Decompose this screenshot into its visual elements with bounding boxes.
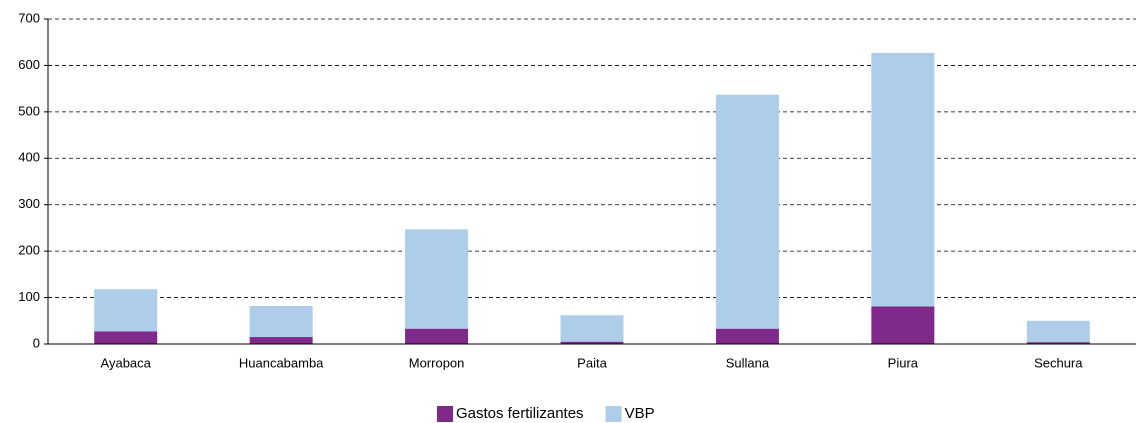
y-tick-label: 100 <box>18 289 40 304</box>
bar-segment <box>405 229 469 329</box>
bar-segment <box>94 289 158 332</box>
bar-segment <box>1026 320 1090 343</box>
y-tick-label: 700 <box>18 10 40 25</box>
y-tick-label: 0 <box>33 335 40 350</box>
y-tick-label: 400 <box>18 150 40 165</box>
x-tick-label: Piura <box>888 355 919 370</box>
bar-segment <box>715 328 779 344</box>
y-tick-label: 300 <box>18 196 40 211</box>
legend-swatch <box>437 406 453 422</box>
x-tick-label: Ayabaca <box>101 355 152 370</box>
legend-label: Gastos fertilizantes <box>456 405 584 422</box>
bar-segment <box>871 52 935 307</box>
x-tick-label: Paita <box>577 355 607 370</box>
bar-segment <box>94 331 158 344</box>
bar-segment <box>871 306 935 344</box>
bar-segment <box>715 94 779 329</box>
y-tick-label: 600 <box>18 57 40 72</box>
y-tick-label: 200 <box>18 243 40 258</box>
bar-segment <box>249 305 313 338</box>
legend-swatch <box>605 406 622 422</box>
x-tick-label: Morropon <box>409 355 465 370</box>
legend-label: VBP <box>625 405 655 422</box>
x-tick-label: Sechura <box>1034 355 1083 370</box>
bar-segment <box>560 341 624 344</box>
x-tick-label: Sullana <box>726 355 770 370</box>
bar-segment <box>405 328 469 344</box>
y-tick-label: 500 <box>18 103 40 118</box>
x-tick-label: Huancabamba <box>239 355 324 370</box>
bar-segment <box>1026 342 1090 344</box>
bar-segment <box>249 337 313 344</box>
bar-segment <box>560 315 624 342</box>
